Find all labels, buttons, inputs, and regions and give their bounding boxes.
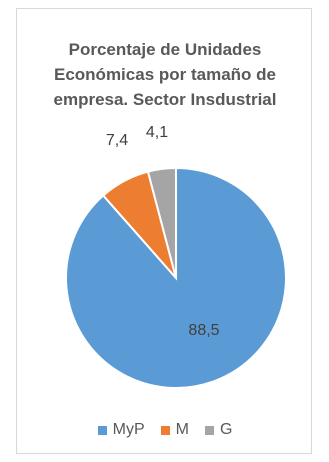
chart-frame: Porcentaje de Unidades Económicas por ta… bbox=[16, 8, 312, 454]
legend-swatch-g bbox=[204, 425, 214, 435]
chart-title-line-1: Porcentaje de Unidades bbox=[68, 40, 262, 59]
chart-title: Porcentaje de Unidades Económicas por ta… bbox=[17, 37, 313, 112]
legend-label-g: G bbox=[219, 421, 233, 438]
chart-title-line-3: empresa. Sector Insdustrial bbox=[53, 90, 277, 109]
pie-chart: 88,5 7,4 4,1 bbox=[65, 124, 287, 389]
pie-slice-g bbox=[146, 166, 177, 279]
data-label-g: 4,1 bbox=[146, 124, 168, 141]
legend-item-m: M bbox=[160, 421, 189, 439]
chart-title-line-2: Económicas por tamaño de bbox=[54, 65, 276, 84]
legend-swatch-myp bbox=[97, 425, 107, 435]
data-label-m: 7,4 bbox=[106, 132, 128, 149]
legend-item-myp: MyP bbox=[97, 421, 145, 439]
legend: MyP M G bbox=[17, 421, 313, 439]
legend-label-m: M bbox=[175, 421, 189, 438]
legend-swatch-m bbox=[160, 425, 170, 435]
legend-item-g: G bbox=[204, 421, 233, 439]
data-label-myp: 88,5 bbox=[188, 322, 219, 339]
legend-label-myp: MyP bbox=[112, 421, 145, 438]
